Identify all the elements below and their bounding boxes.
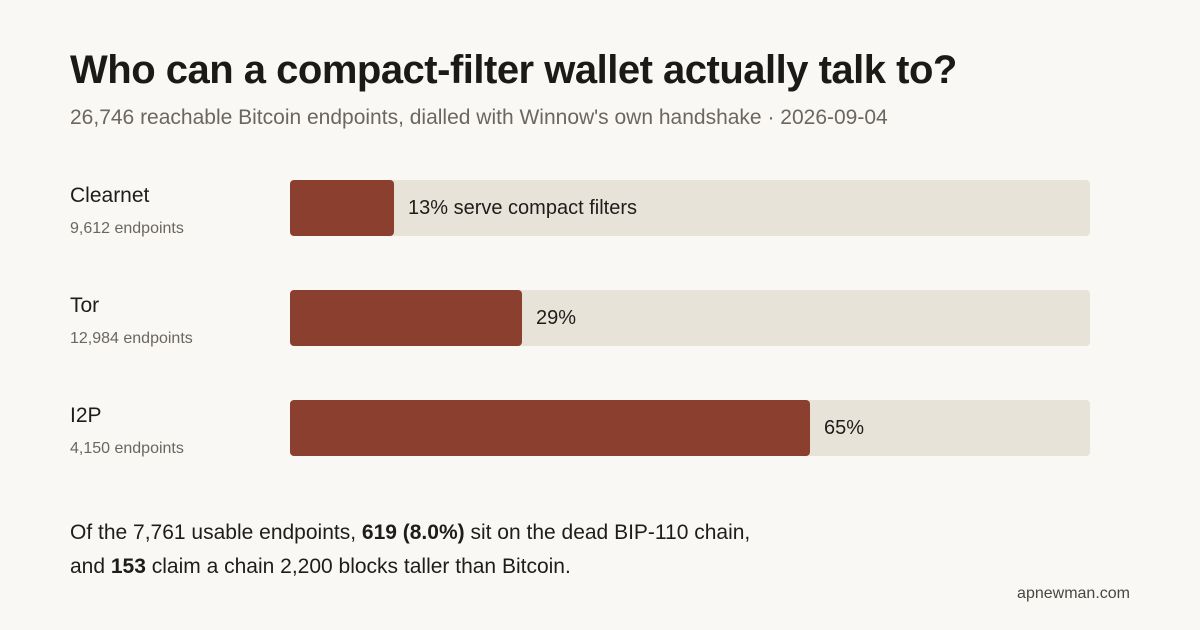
- footnote-highlight: 619 (8.0%): [361, 521, 465, 544]
- bar-value-label: 65%: [824, 417, 865, 439]
- footnote-line-1: Of the 7,761 usable endpoints, 619 (8.0%…: [70, 516, 750, 550]
- bar-row-tor: Tor 12,984 endpoints 29%: [70, 290, 1090, 347]
- bar-value-label: 29%: [536, 307, 577, 329]
- endpoint-count: 4,150 endpoints: [70, 440, 184, 457]
- footnote-text: Of the 7,761 usable endpoints,: [70, 521, 362, 544]
- bar-fill: [290, 290, 522, 346]
- bar-track: 29%: [290, 290, 1090, 346]
- bar-fill: [290, 180, 394, 236]
- footnote: Of the 7,761 usable endpoints, 619 (8.0%…: [70, 516, 750, 584]
- bar-fill: [290, 400, 810, 456]
- bar-row-i2p: I2P 4,150 endpoints 65%: [70, 400, 1090, 457]
- bar-track: 13% serve compact filters: [290, 180, 1090, 236]
- site-credit: apnewman.com: [1017, 585, 1130, 602]
- footnote-line-2: and 153 claim a chain 2,200 blocks talle…: [70, 550, 750, 584]
- bar-row-clearnet: Clearnet 9,612 endpoints 13% serve compa…: [70, 180, 1090, 237]
- chart-subtitle: 26,746 reachable Bitcoin endpoints, dial…: [70, 106, 888, 129]
- category-label: Tor: [70, 294, 100, 317]
- endpoint-count: 9,612 endpoints: [70, 220, 184, 237]
- chart-title: Who can a compact-filter wallet actually…: [70, 48, 957, 92]
- bar-chart: Clearnet 9,612 endpoints 13% serve compa…: [70, 180, 1090, 510]
- endpoint-count: 12,984 endpoints: [70, 330, 193, 347]
- bar-value-label: 13% serve compact filters: [408, 197, 637, 219]
- footnote-text: claim a chain 2,200 blocks taller than B…: [145, 555, 571, 578]
- footnote-text: sit on the dead BIP-110 chain,: [464, 521, 751, 544]
- category-label: I2P: [70, 404, 102, 427]
- footnote-highlight: 153: [110, 555, 146, 578]
- footnote-text: and: [70, 555, 111, 578]
- bar-track: 65%: [290, 400, 1090, 456]
- category-label: Clearnet: [70, 184, 150, 207]
